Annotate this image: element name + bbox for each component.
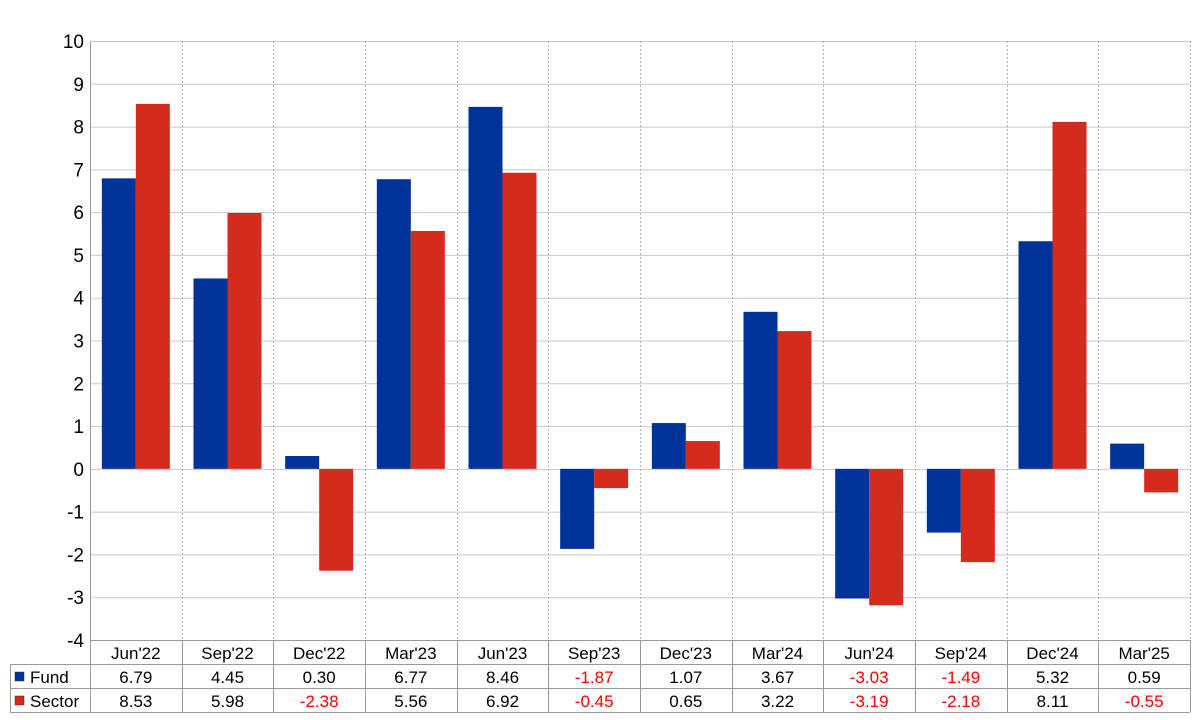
y-tick-label: -2 (67, 545, 84, 566)
bar-sector (319, 468, 354, 571)
y-tick-label: 7 (73, 160, 84, 181)
y-tick-label: -3 (67, 588, 84, 609)
bar-fund (835, 468, 870, 599)
data-label: 0.59 (1128, 668, 1161, 687)
data-label: -2.38 (300, 692, 339, 711)
x-tick-label: Jun'24 (844, 644, 894, 663)
legend-swatch-sector (14, 695, 25, 706)
x-tick-label: Dec'24 (1026, 644, 1078, 663)
legend-label-fund: Fund (30, 668, 69, 687)
y-tick-label: 6 (73, 203, 84, 224)
data-label: -0.55 (1125, 692, 1164, 711)
bar-sector (1144, 468, 1179, 493)
x-tick-label: Sep'23 (568, 644, 620, 663)
x-tick-label: Jun'23 (478, 644, 528, 663)
data-label: 1.07 (669, 668, 702, 687)
data-label: -0.45 (575, 692, 614, 711)
bar-sector (685, 441, 720, 469)
data-label: -2.18 (941, 692, 980, 711)
bars (101, 103, 1179, 606)
data-label: 8.11 (1037, 692, 1069, 711)
y-tick-label: -1 (67, 503, 84, 524)
bar-sector (1052, 121, 1087, 469)
bar-sector (227, 212, 262, 469)
x-tick-label: Mar'24 (752, 644, 803, 663)
data-label: -1.49 (941, 668, 980, 687)
data-label: 3.67 (761, 668, 794, 687)
bar-fund (1110, 443, 1145, 469)
bar-fund (193, 278, 228, 469)
y-tick-label: 2 (73, 374, 84, 395)
y-tick-label: 9 (73, 75, 84, 96)
x-tick-label: Mar'25 (1118, 644, 1169, 663)
data-label: 3.22 (761, 692, 794, 711)
bar-sector (502, 172, 537, 469)
data-label: 5.98 (211, 692, 244, 711)
y-tick-label: -4 (67, 631, 84, 652)
data-label: -1.87 (575, 668, 614, 687)
data-label: -3.03 (850, 668, 889, 687)
y-tick-label: 8 (73, 118, 84, 139)
data-label: 6.92 (486, 692, 519, 711)
y-tick-label: 1 (73, 417, 84, 438)
bar-fund (743, 311, 778, 469)
data-label: 5.32 (1036, 668, 1069, 687)
bar-sector (777, 331, 812, 469)
x-tick-label: Dec'22 (293, 644, 345, 663)
data-label: 8.53 (119, 692, 152, 711)
y-tick-label: 5 (73, 246, 84, 267)
bar-fund (376, 179, 411, 469)
data-table: Jun'22 Sep'22 Dec'22 Mar'23 Jun'23 Sep'23 Dec'… (10, 640, 1191, 713)
data-label: -3.19 (850, 692, 889, 711)
bar-sector (960, 468, 995, 563)
data-label: 4.45 (211, 668, 244, 687)
legend-label-sector: Sector (30, 692, 79, 711)
bar-sector (869, 468, 904, 606)
y-tick-label: 3 (73, 332, 84, 353)
data-label: 5.56 (394, 692, 427, 711)
data-label: 8.46 (486, 668, 519, 687)
y-tick-label: 4 (73, 289, 84, 310)
data-label: 0.65 (669, 692, 702, 711)
legend-swatch-fund (14, 671, 25, 682)
bar-sector (410, 230, 445, 469)
bar-fund (1018, 241, 1053, 469)
data-label: 6.77 (394, 668, 427, 687)
bar-fund (101, 178, 136, 469)
data-label: 0.30 (303, 668, 336, 687)
x-tick-label: Sep'22 (201, 644, 253, 663)
y-tick-label: 10 (63, 32, 84, 53)
bar-fund (651, 423, 686, 469)
y-tick-label: 0 (73, 460, 84, 481)
bar-fund (468, 106, 503, 469)
bar-fund (285, 456, 320, 469)
grid (90, 41, 1191, 641)
bar-fund (560, 468, 595, 549)
x-tick-label: Jun'22 (111, 644, 161, 663)
data-label: 6.79 (119, 668, 152, 687)
x-tick-label: Sep'24 (935, 644, 987, 663)
x-tick-label: Dec'23 (660, 644, 712, 663)
x-tick-label: Mar'23 (385, 644, 436, 663)
bar-fund (926, 468, 961, 533)
bar-sector (594, 468, 629, 489)
bar-sector (135, 103, 170, 469)
